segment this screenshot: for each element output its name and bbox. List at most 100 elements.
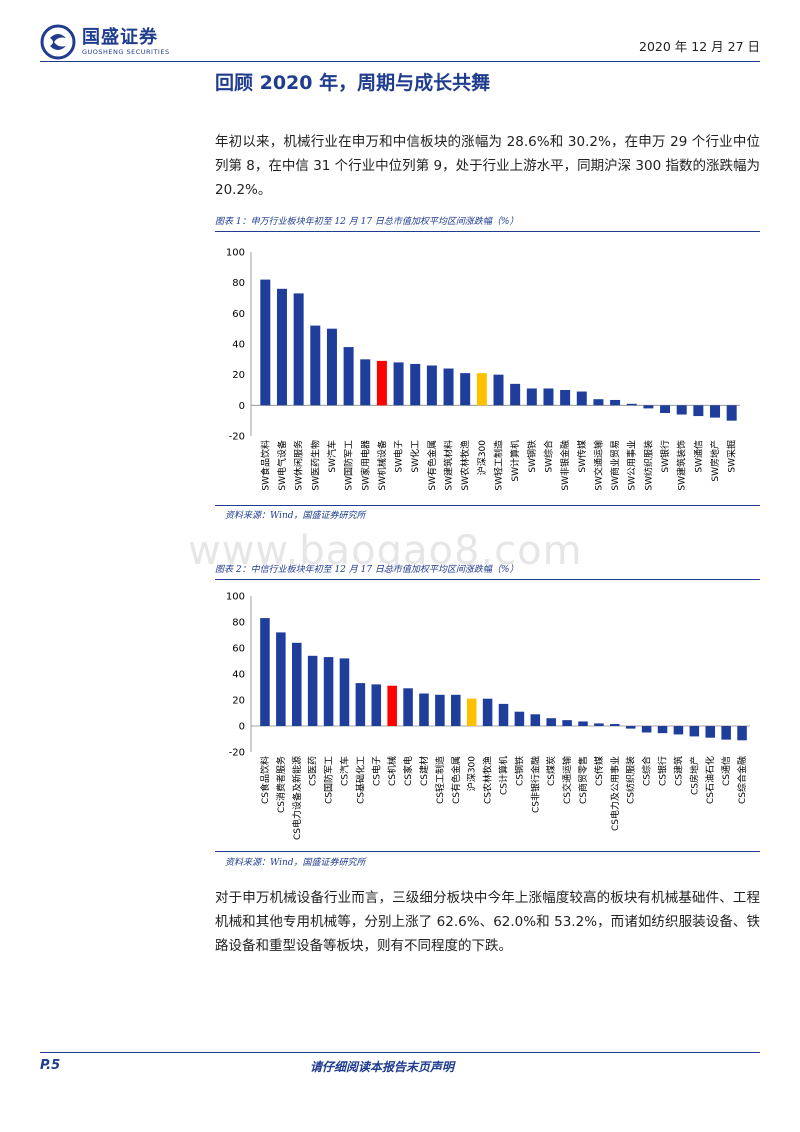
category-label: SW交通运输 xyxy=(592,440,604,491)
bar xyxy=(493,374,504,406)
category-label: SW轻工制造 xyxy=(493,440,505,491)
category-label: SW有色金属 xyxy=(426,440,438,491)
bar xyxy=(594,723,604,726)
y-tick-label: -20 xyxy=(229,432,245,443)
category-label: CS建材 xyxy=(418,756,430,786)
figure2-caption: 图表 2：中信行业板块年初至 12 月 17 日总市值加权平均区间涨跌幅（%） xyxy=(215,565,519,575)
category-label: CS机械 xyxy=(386,756,398,786)
category-label: SW休闲服务 xyxy=(293,440,305,491)
category-label: CS建筑 xyxy=(672,756,684,786)
bar xyxy=(355,683,366,726)
bar xyxy=(310,325,321,406)
report-date: 2020 年 12 月 27 日 xyxy=(639,39,760,54)
bar xyxy=(530,714,541,726)
intro-paragraph: 年初以来，机械行业在申万和中信板块的涨幅为 28.6%和 30.2%，在申万 2… xyxy=(215,134,760,198)
category-label: CS非银行金融 xyxy=(529,756,541,813)
bar xyxy=(689,726,700,737)
bar xyxy=(626,403,637,406)
category-label: CS消费者服务 xyxy=(275,756,287,813)
bar xyxy=(705,726,716,738)
figure2-bottom-rule xyxy=(215,851,760,852)
category-label: CS汽车 xyxy=(338,756,350,786)
category-label: CS轻工制造 xyxy=(434,756,446,804)
bar xyxy=(657,726,668,734)
y-tick-label: 100 xyxy=(226,248,245,259)
figure1-bottom-rule xyxy=(215,505,760,506)
bar xyxy=(260,279,271,406)
bar xyxy=(307,655,318,726)
category-label: SW计算机 xyxy=(509,440,521,482)
bar xyxy=(510,383,521,406)
category-label: CS综合金融 xyxy=(736,756,748,804)
section-title: 回顾 2020 年，周期与成长共舞 xyxy=(215,72,491,94)
bar xyxy=(737,726,747,741)
bar xyxy=(443,368,454,406)
bar xyxy=(403,688,413,726)
bar xyxy=(660,405,671,413)
bar xyxy=(293,293,304,406)
figure2-source: 资料来源：Wind，国盛证券研究所 xyxy=(225,858,366,868)
page-number: P.5 xyxy=(40,1058,61,1073)
guosheng-logo-icon xyxy=(40,24,76,60)
bar xyxy=(526,388,537,406)
category-label: CS交通运输 xyxy=(561,756,573,804)
category-label: SW化工 xyxy=(409,440,421,473)
category-label: CS食品饮料 xyxy=(259,756,271,804)
category-label: CS钢铁 xyxy=(513,756,525,786)
analysis-paragraph: 对于申万机械设备行业而言，三级细分板块中今年上涨幅度较高的板块有机械基础件、工程… xyxy=(215,890,760,954)
category-label: CS国防军工 xyxy=(323,756,335,804)
y-tick-label: 80 xyxy=(232,618,245,629)
bar xyxy=(466,698,477,726)
bar xyxy=(560,390,571,406)
category-label: SW采掘 xyxy=(726,440,738,473)
category-label: CS电力设备及新能源 xyxy=(291,756,303,840)
bar xyxy=(676,405,687,415)
bar xyxy=(419,693,429,726)
figure1-caption: 图表 1：申万行业板块年初至 12 月 17 日总市值加权平均区间涨跌幅（%） xyxy=(215,217,519,227)
category-label: SW公用事业 xyxy=(626,440,638,491)
bar xyxy=(673,726,684,735)
bar xyxy=(371,684,382,726)
logo-english-name: GUOSHENG SECURITIES xyxy=(82,48,170,56)
company-logo: 国盛证券 GUOSHENG SECURITIES xyxy=(40,22,170,62)
category-label: CS煤炭 xyxy=(545,756,557,786)
category-label: SW电子 xyxy=(393,440,405,473)
bar xyxy=(339,658,350,726)
category-label: CS医药 xyxy=(308,756,319,786)
category-label: SW建筑材料 xyxy=(443,440,455,491)
bar xyxy=(343,347,354,406)
category-label: CS商贸零售 xyxy=(577,756,589,804)
bar xyxy=(543,388,554,406)
bar xyxy=(721,726,731,740)
bar xyxy=(435,694,445,726)
figure1-chart: 100 80 60 40 20 0 -20 SW食品饮料 SW电气设备 SW休闲服务 SW医药生物 S… xyxy=(226,248,740,491)
bar xyxy=(410,363,421,406)
category-label: CS银行 xyxy=(657,756,669,786)
category-label: SW银行 xyxy=(659,440,671,473)
bar xyxy=(498,703,509,726)
category-label: SW机械设备 xyxy=(376,440,388,491)
bar xyxy=(426,365,437,406)
category-label: CS有色金属 xyxy=(450,756,462,804)
category-label: SW家用电器 xyxy=(359,440,371,491)
y-tick-label: 60 xyxy=(232,309,245,320)
category-label: CS家电 xyxy=(402,756,414,786)
category-label: SW钢铁 xyxy=(526,440,538,473)
figure1-source: 资料来源：Wind，国盛证券研究所 xyxy=(225,511,366,521)
bar xyxy=(546,718,556,726)
bar xyxy=(451,694,461,726)
footer-divider xyxy=(40,1052,760,1053)
bar xyxy=(360,359,371,406)
category-label: SW建筑装饰 xyxy=(676,440,688,491)
category-label: SW医药生物 xyxy=(309,440,321,491)
bar xyxy=(643,405,654,409)
category-label: SW电气设备 xyxy=(276,440,288,491)
category-label: CS电子 xyxy=(370,756,382,786)
bar xyxy=(393,362,404,406)
category-label: SW房地产 xyxy=(709,440,721,482)
category-label: SW汽车 xyxy=(326,440,338,473)
page-header: 国盛证券 GUOSHENG SECURITIES 2020 年 12 月 27 … xyxy=(40,16,760,62)
bar xyxy=(562,720,572,726)
figure2-top-rule xyxy=(215,579,760,580)
y-tick-label: 60 xyxy=(232,644,245,655)
